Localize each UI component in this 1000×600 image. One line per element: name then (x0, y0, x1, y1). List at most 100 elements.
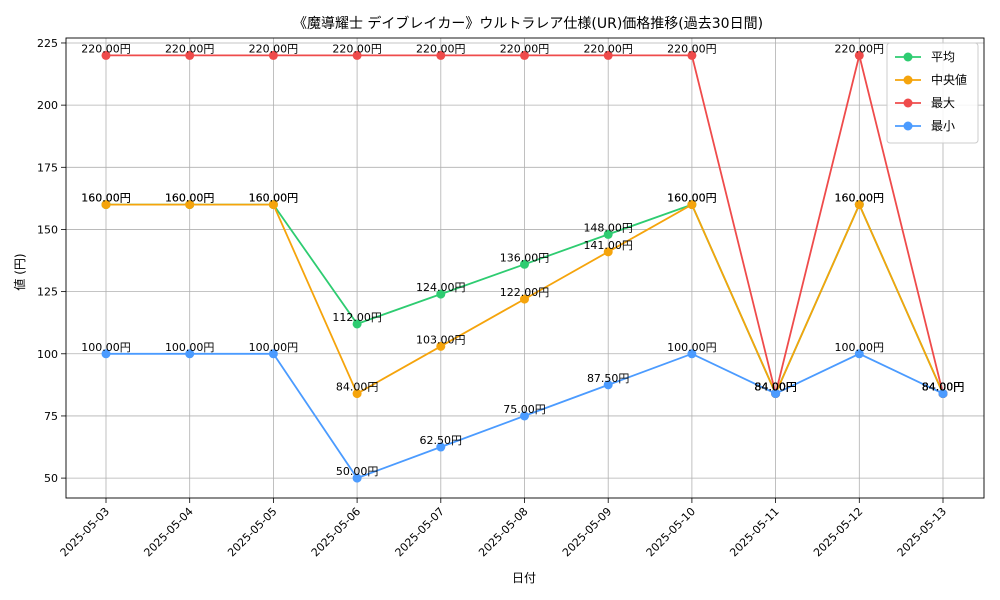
data-point (352, 50, 362, 60)
data-point (185, 349, 195, 359)
data-label: 141.00円 (583, 239, 633, 252)
data-label: 84.00円 (754, 381, 797, 394)
data-point (520, 411, 529, 421)
data-label: 160.00円 (81, 192, 131, 205)
y-tick-label: 175 (37, 161, 58, 174)
data-point (436, 50, 446, 60)
data-label: 148.00円 (583, 221, 633, 234)
legend-label: 最小 (931, 119, 955, 133)
plot-frame (65, 37, 985, 499)
data-point (771, 389, 781, 399)
data-label: 84.00円 (922, 381, 965, 394)
data-label: 160.00円 (249, 192, 299, 205)
x-tick-label: 2025-05-09 (560, 505, 614, 559)
data-label: 103.00円 (416, 333, 466, 346)
x-tick-label: 2025-05-08 (476, 505, 530, 559)
legend-marker (903, 75, 913, 85)
x-tick-label: 2025-05-11 (727, 505, 781, 559)
data-point (520, 50, 529, 60)
data-point (603, 380, 613, 390)
data-label: 220.00円 (81, 42, 131, 55)
legend-marker (903, 52, 913, 62)
x-tick-label: 2025-05-05 (225, 505, 279, 559)
data-label: 84.00円 (336, 381, 379, 394)
x-tick-label: 2025-05-10 (644, 505, 698, 559)
data-label: 84.00円 (754, 381, 797, 394)
x-tick-label: 2025-05-07 (393, 505, 447, 559)
x-axis-label: 日付 (512, 571, 536, 585)
data-label: 160.00円 (667, 192, 717, 205)
data-point (603, 50, 613, 60)
data-point (687, 349, 697, 359)
data-point (268, 200, 278, 210)
data-label: 112.00円 (332, 311, 382, 324)
data-label: 220.00円 (332, 42, 382, 55)
data-point (854, 200, 864, 210)
data-point (687, 50, 697, 60)
data-point (687, 200, 697, 210)
data-label: 136.00円 (500, 251, 550, 264)
data-point (854, 349, 864, 359)
data-label: 75.00円 (503, 403, 546, 416)
data-point (352, 319, 362, 329)
y-tick-label: 200 (37, 99, 58, 112)
legend-label: 中央値 (931, 72, 967, 87)
chart-title: 《魔導耀士 デイブレイカー》ウルトラレア仕様(UR)価格推移(過去30日間) (293, 15, 763, 32)
y-tick-label: 75 (44, 410, 58, 423)
series-lines (101, 50, 948, 483)
data-label: 220.00円 (416, 42, 466, 55)
data-label: 124.00円 (416, 281, 466, 294)
data-label: 220.00円 (500, 42, 550, 55)
x-tick-label: 2025-05-04 (141, 505, 195, 559)
data-label: 84.00円 (922, 381, 965, 394)
data-label: 220.00円 (583, 42, 633, 55)
data-label: 160.00円 (81, 192, 131, 205)
data-point (101, 50, 111, 60)
data-label: 100.00円 (667, 341, 717, 354)
y-tick-label: 125 (37, 286, 58, 299)
legend-label: 平均 (931, 50, 955, 64)
data-point (436, 442, 446, 452)
data-point (352, 389, 362, 399)
data-label: 220.00円 (667, 42, 717, 55)
y-tick-label: 100 (37, 348, 58, 361)
data-label: 160.00円 (835, 192, 885, 205)
x-tick-label: 2025-05-03 (58, 505, 112, 559)
data-label: 160.00円 (667, 192, 717, 205)
data-point (520, 259, 529, 269)
data-label: 100.00円 (835, 341, 885, 354)
data-point (938, 389, 948, 399)
data-label: 50.00円 (336, 465, 379, 478)
data-label: 84.00円 (754, 381, 797, 394)
data-point (352, 473, 362, 483)
data-point (603, 229, 613, 239)
data-label: 220.00円 (835, 42, 885, 55)
data-point (185, 50, 195, 60)
x-tick-label: 2025-05-12 (811, 505, 865, 559)
data-label: 100.00円 (165, 341, 215, 354)
legend-marker (903, 121, 913, 131)
x-tick-label: 2025-05-13 (895, 505, 949, 559)
data-labels: 160.00円 160.00円 160.00円 112.00円 124.00円 136.0… (81, 42, 964, 478)
legend-marker (903, 98, 913, 108)
x-tick-label: 2025-05-06 (309, 505, 363, 559)
data-point (436, 289, 446, 299)
data-label: 160.00円 (835, 192, 885, 205)
data-label: 160.00円 (165, 192, 215, 205)
y-tick-label: 50 (44, 472, 58, 485)
data-label: 160.00円 (165, 192, 215, 205)
data-label: 84.00円 (754, 381, 797, 394)
data-label: 220.00円 (249, 42, 299, 55)
data-point (603, 247, 613, 257)
data-label: 220.00円 (165, 42, 215, 55)
data-point (520, 294, 529, 304)
data-point (101, 200, 111, 210)
legend-box (886, 42, 979, 144)
data-point (268, 349, 278, 359)
data-point (185, 200, 195, 210)
data-point (854, 50, 864, 60)
data-label: 100.00円 (249, 341, 299, 354)
data-label: 84.00円 (922, 381, 965, 394)
